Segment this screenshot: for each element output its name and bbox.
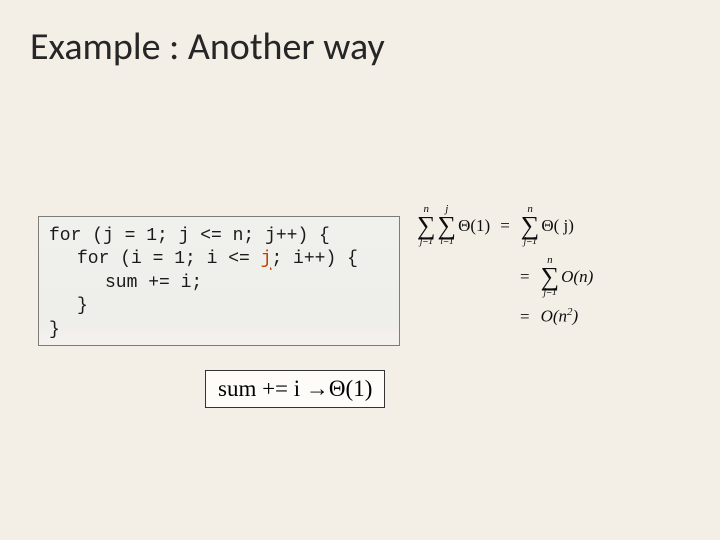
code-line-2b: ; i++) {	[271, 249, 357, 269]
sigma-1: n ∑ j=1	[417, 204, 436, 247]
sigma-1-symbol: ∑	[417, 215, 436, 237]
sigma-3: n ∑ j=1	[521, 204, 540, 247]
big-o-n: O(n)	[561, 267, 593, 287]
slide-title: Example : Another way	[30, 24, 385, 70]
equation-row-1: n ∑ j=1 j ∑ i=1 Θ(1) = n ∑ j=1 Θ( j)	[416, 204, 706, 247]
code-line-5: }	[49, 319, 389, 342]
equals-2: =	[520, 267, 530, 287]
equals-3: =	[520, 307, 530, 327]
sigma-3-symbol: ∑	[521, 215, 540, 237]
equals-1: =	[500, 216, 510, 236]
code-line-1: for (j = 1; j <= n; j++) {	[49, 225, 389, 248]
sigma-4: n ∑ j=1	[541, 255, 560, 298]
sigma-4-bottom: j=1	[543, 288, 556, 298]
sigma-4-symbol: ∑	[541, 266, 560, 288]
sigma-1-bottom: j=1	[420, 237, 433, 247]
sum-expression-box: sum += i →Θ(1)	[205, 370, 385, 408]
big-o-n2-b: )	[573, 307, 579, 326]
code-line-2a: for (i = 1; i <=	[77, 249, 261, 269]
equation-row-3: = O(n2)	[416, 306, 706, 327]
code-highlight-j: j	[261, 249, 272, 269]
theta-j: Θ( j)	[541, 216, 574, 236]
big-o-n2: O(n2)	[541, 306, 579, 327]
code-line-3: sum += i;	[49, 272, 389, 295]
code-line-2: for (i = 1; i <= j; i++) {	[49, 248, 389, 271]
code-block: for (j = 1; j <= n; j++) { for (i = 1; i…	[38, 216, 400, 346]
sigma-2-bottom: i=1	[440, 237, 453, 247]
theta-1: Θ(1)	[458, 216, 490, 236]
sigma-2: j ∑ i=1	[438, 204, 457, 247]
big-o-n2-a: O(n	[541, 307, 567, 326]
sigma-3-bottom: j=1	[524, 237, 537, 247]
equation-row-2: = n ∑ j=1 O(n)	[416, 255, 706, 298]
math-equations: n ∑ j=1 j ∑ i=1 Θ(1) = n ∑ j=1 Θ( j) = n…	[416, 204, 706, 335]
sigma-2-symbol: ∑	[438, 215, 457, 237]
code-line-4: }	[49, 295, 389, 318]
